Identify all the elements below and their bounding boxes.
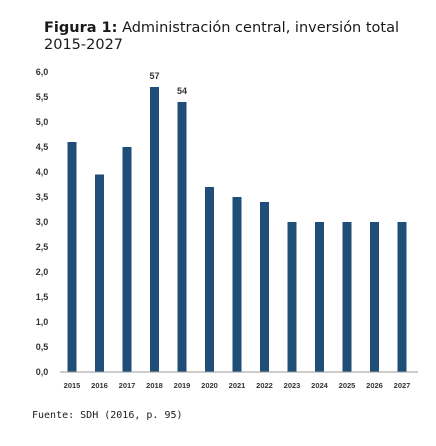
source-note: Fuente: SDH (2016, p. 95) <box>32 410 183 421</box>
y-tick-label: 4,5 <box>36 142 49 152</box>
y-tick-label: 4,0 <box>36 167 49 177</box>
figure-title: Administración central, inversión total <box>122 20 400 36</box>
x-tick-label: 2019 <box>174 381 191 390</box>
bar-2024 <box>315 222 324 372</box>
bar-2018 <box>150 87 159 372</box>
data-label: 57 <box>149 71 159 81</box>
x-tick-label: 2027 <box>394 381 411 390</box>
x-tick-label: 2022 <box>256 381 273 390</box>
y-tick-label: 2,5 <box>36 242 49 252</box>
bars-group <box>67 87 407 372</box>
x-tick-label: 2017 <box>119 381 136 390</box>
x-tick-label: 2020 <box>201 381 218 390</box>
bar-2026 <box>370 222 379 372</box>
y-tick-label: 3,0 <box>36 217 49 227</box>
bar-2020 <box>205 187 214 372</box>
y-tick-label: 0,5 <box>36 342 49 352</box>
x-tick-label: 2026 <box>366 381 383 390</box>
bar-2025 <box>342 222 352 372</box>
y-tick-label: 2,0 <box>36 267 49 277</box>
x-tick-label: 2018 <box>146 381 163 390</box>
bar-2017 <box>122 147 132 372</box>
y-tick-label: 5,0 <box>36 117 49 127</box>
y-axis: 0,0 0,5 1,0 1,5 2,0 2,5 3,0 3,5 4,0 4,5 5,0 5,5 6,0 <box>36 67 49 377</box>
figure-title-line: Figura 1: Administración central, invers… <box>44 20 399 37</box>
y-tick-label: 5,5 <box>36 92 49 102</box>
data-labels-group: 57 54 <box>149 71 187 96</box>
figure-title-block: Figura 1: Administración central, invers… <box>44 20 399 54</box>
bar-2022 <box>260 202 269 372</box>
figure-subtitle: 2015-2027 <box>44 37 124 53</box>
x-tick-label: 2016 <box>91 381 108 390</box>
y-tick-label: 6,0 <box>36 67 49 77</box>
bar-2023 <box>287 222 297 372</box>
x-tick-label: 2023 <box>284 381 301 390</box>
x-tick-label: 2015 <box>64 381 81 390</box>
data-label: 54 <box>177 86 187 96</box>
bar-2027 <box>397 222 407 372</box>
y-tick-label: 3,5 <box>36 192 49 202</box>
bar-2019 <box>177 102 187 372</box>
x-axis: 2015 2016 2017 2018 2019 2020 2021 2022 2023 2024… <box>60 371 418 390</box>
y-tick-label: 1,0 <box>36 317 49 327</box>
bar-2015 <box>67 142 77 372</box>
bar-2016 <box>95 174 104 372</box>
y-tick-label: 1,5 <box>36 292 49 302</box>
x-tick-label: 2021 <box>229 381 246 390</box>
x-tick-label: 2024 <box>311 381 329 390</box>
figure-label: Figura 1: <box>44 20 118 36</box>
bar-2021 <box>232 197 242 372</box>
y-tick-label: 0,0 <box>36 367 49 377</box>
x-tick-label: 2025 <box>339 381 356 390</box>
